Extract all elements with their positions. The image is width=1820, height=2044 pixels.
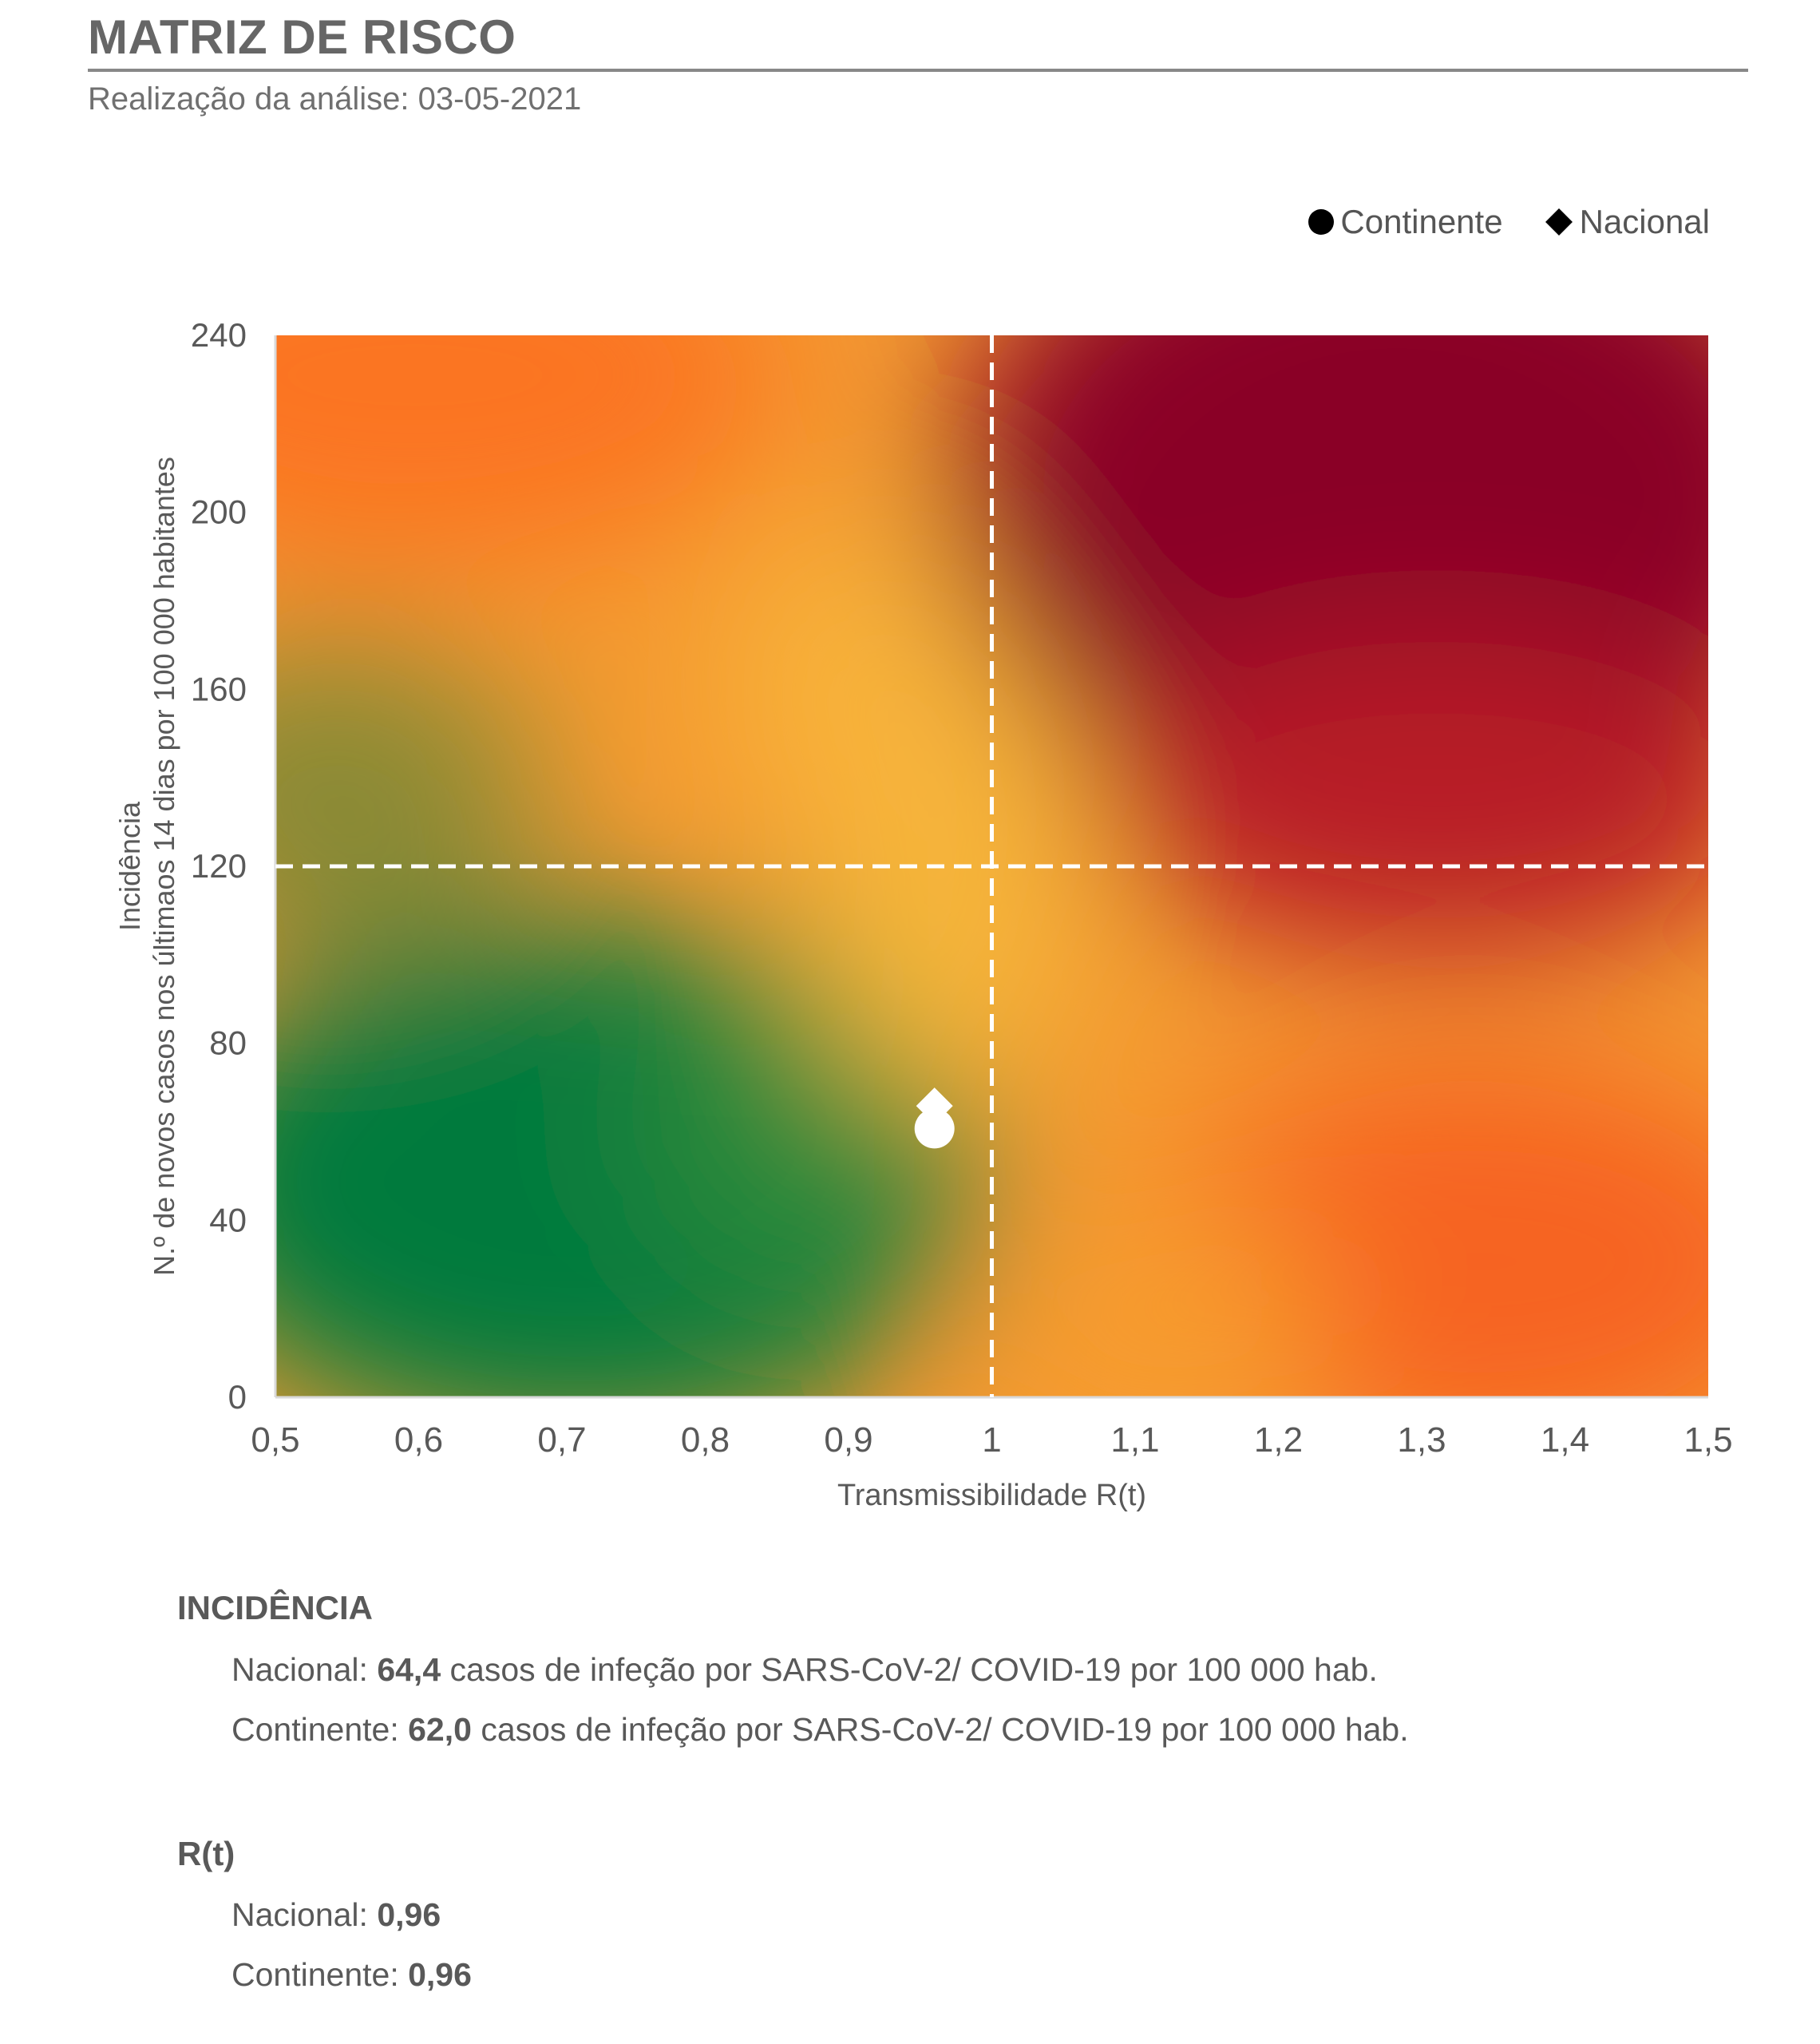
rt-heading: R(t)	[177, 1835, 235, 1872]
incidencia-section: INCIDÊNCIA	[177, 1589, 373, 1627]
y-tick-label: 200	[191, 493, 247, 531]
incidencia-nacional-value: 64,4	[377, 1651, 441, 1688]
legend-label-continente: Continente	[1340, 203, 1503, 240]
x-tick-label: 1,4	[1541, 1420, 1589, 1460]
chart-marks	[914, 1087, 955, 1149]
rt-nacional-label: Nacional:	[231, 1896, 378, 1933]
incidencia-heading: INCIDÊNCIA	[177, 1589, 374, 1626]
rt-continente-line: Continente: 0,96	[231, 1956, 472, 1994]
incidencia-nacional-line: Nacional: 64,4 casos de infeção por SARS…	[231, 1651, 1378, 1689]
x-tick-label: 0,7	[537, 1420, 586, 1460]
x-axis-title: Transmissibilidade R(t)	[837, 1479, 1146, 1512]
incidencia-continente-line: Continente: 62,0 casos de infeção por SA…	[231, 1711, 1409, 1749]
rt-nacional-value: 0,96	[377, 1896, 441, 1933]
x-tick-label: 1	[982, 1420, 1001, 1460]
y-tick-label: 120	[191, 847, 247, 885]
x-tick-label: 0,6	[394, 1420, 443, 1460]
page-title: MATRIZ DE RISCO	[88, 10, 516, 64]
incidencia-nacional-label: Nacional:	[231, 1651, 378, 1688]
incidencia-continente-suffix: casos de infeção por SARS-CoV-2/ COVID-1…	[471, 1711, 1409, 1748]
point-nacional	[916, 1087, 953, 1125]
rt-continente-label: Continente:	[231, 1956, 409, 1993]
x-tick-label: 0,5	[251, 1420, 299, 1460]
legend-label-nacional: Nacional	[1579, 203, 1710, 240]
y-tick-label: 240	[191, 316, 247, 354]
circle-marker-icon	[1308, 209, 1335, 235]
y-tick-label: 0	[228, 1378, 247, 1416]
risk-gradient-background	[275, 335, 1708, 1397]
title-divider	[88, 69, 1748, 72]
x-tick-label: 0,8	[681, 1420, 730, 1460]
incidencia-continente-value: 62,0	[408, 1711, 472, 1748]
analysis-date: Realização da análise: 03-05-2021	[88, 81, 582, 117]
rt-nacional-line: Nacional: 0,96	[231, 1896, 441, 1934]
y-tick-label: 40	[209, 1201, 247, 1238]
rt-section: R(t)	[177, 1835, 235, 1873]
x-tick-label: 1,3	[1397, 1420, 1446, 1460]
legend-item-continente: Continente	[1308, 203, 1503, 241]
x-tick-label: 1,5	[1684, 1420, 1732, 1460]
x-tick-label: 0,9	[824, 1420, 872, 1460]
y-axis-subtitle: N.º de novos casos nos últimaos 14 dias …	[148, 457, 180, 1276]
chart-legend: Continente Nacional	[1308, 203, 1710, 241]
y-tick-label: 80	[209, 1024, 247, 1062]
point-continente	[914, 1108, 955, 1149]
incidencia-nacional-suffix: casos de infeção por SARS-CoV-2/ COVID-1…	[441, 1651, 1378, 1688]
incidencia-continente-label: Continente:	[231, 1711, 409, 1748]
y-tick-label: 160	[191, 670, 247, 707]
legend-item-nacional: Nacional	[1545, 203, 1710, 241]
x-tick-label: 1,1	[1110, 1420, 1159, 1460]
x-tick-label: 1,2	[1254, 1420, 1303, 1460]
y-axis-title: Incidência	[113, 801, 146, 931]
risk-matrix-chart: 0,5 0,6 0,7 0,8 0,9 1 1,1 1,2 1,3 1,4 1,5 0 40 80 120 1…	[113, 316, 1733, 1512]
chart-axes: 0,5 0,6 0,7 0,8 0,9 1 1,1 1,2 1,3 1,4 1,5 0 40 80 120 1…	[113, 316, 1733, 1512]
rt-continente-value: 0,96	[408, 1956, 472, 1993]
